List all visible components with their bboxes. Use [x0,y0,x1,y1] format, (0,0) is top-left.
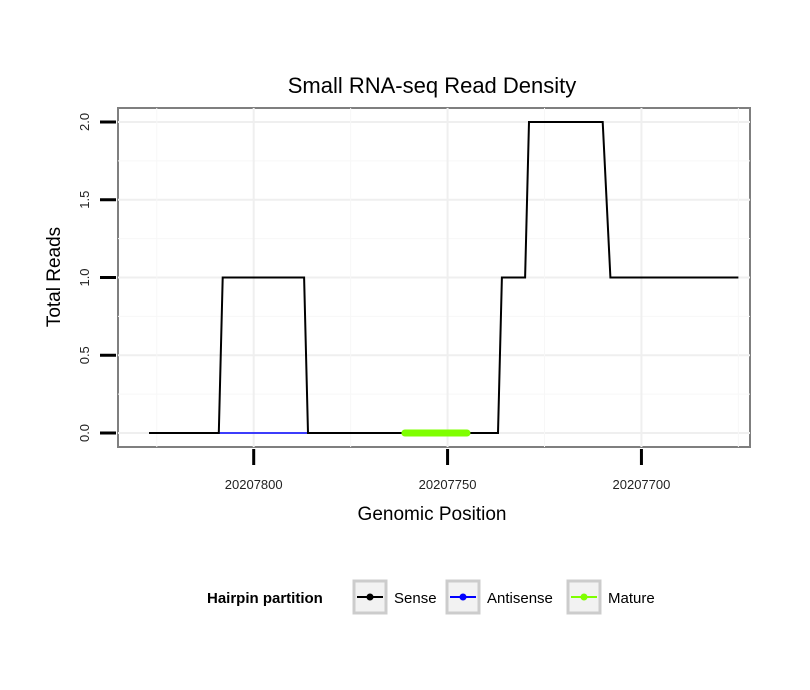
y-axis-title: Total Reads [44,227,65,327]
x-tick-label: 20207700 [613,477,671,492]
legend-entry-sense: Sense [352,579,437,615]
x-axis-title: Genomic Position [358,504,507,525]
legend-entry-antisense: Antisense [445,579,553,615]
y-tick-label: 1.5 [77,191,92,209]
legend-label: Antisense [487,590,553,607]
legend-key-point [459,593,467,601]
y-tick-label: 0.0 [77,424,92,442]
legend-title: Hairpin partition [207,590,323,607]
legend-key-point [366,593,374,601]
y-axis: 0.0 0.5 1.0 1.5 2.0 [77,113,116,442]
legend: Hairpin partition Sense Antisense Mature [207,579,655,615]
x-tick-label: 20207750 [419,477,477,492]
y-tick-label: 2.0 [77,113,92,131]
series-layer [149,121,739,437]
legend-entry-mature: Mature [566,579,655,615]
legend-label: Sense [394,590,437,607]
legend-label: Mature [608,590,655,607]
chart-title: Small RNA-seq Read Density [288,73,577,98]
y-tick-label: 0.5 [77,346,92,364]
y-tick-label: 1.0 [77,268,92,286]
x-axis: 20207800 20207750 20207700 [225,449,671,492]
x-tick-label: 20207800 [225,477,283,492]
legend-key-point [580,593,588,601]
